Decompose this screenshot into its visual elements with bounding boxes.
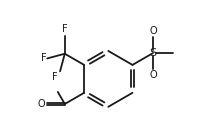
Text: O: O xyxy=(149,26,157,36)
Text: F: F xyxy=(41,53,46,63)
Text: O: O xyxy=(38,99,46,109)
Text: S: S xyxy=(150,48,157,58)
Text: O: O xyxy=(149,70,157,81)
Text: F: F xyxy=(62,24,68,34)
Text: F: F xyxy=(52,72,58,82)
